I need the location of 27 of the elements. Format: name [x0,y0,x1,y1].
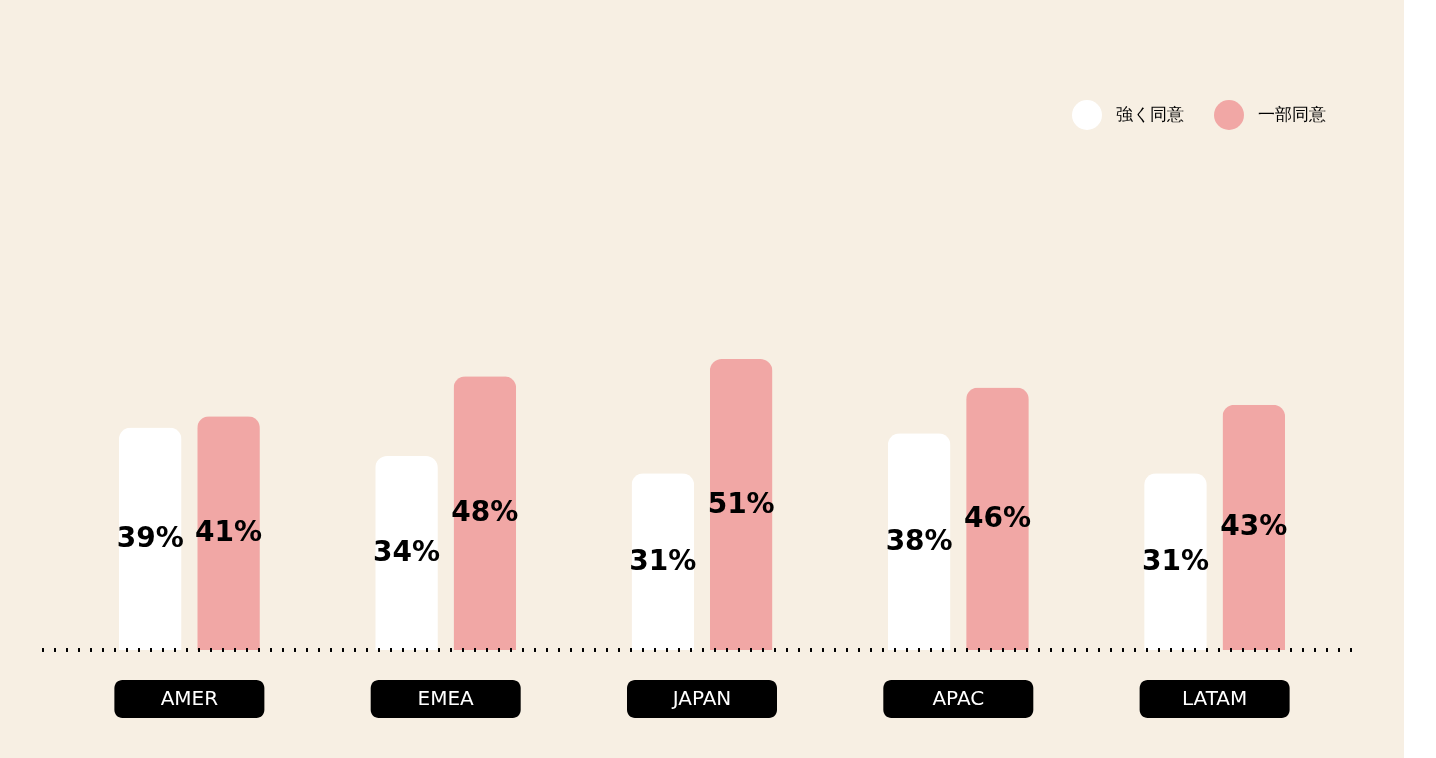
bar [197,416,260,650]
bar [631,473,695,650]
data-label: 31% [1141,543,1209,577]
data-label: 34% [373,535,441,569]
data-label: 39% [116,520,184,554]
data-label: 31% [629,543,697,577]
data-label: 43% [1220,509,1288,543]
x-tick-label: JAPAN [670,686,732,710]
bar [966,387,1029,650]
data-label: 41% [195,515,263,549]
x-tick-label: AMER [160,686,219,710]
bar [709,359,773,650]
bar [1144,473,1207,650]
data-label: 46% [963,500,1031,534]
legend-label: 一部同意 [1258,104,1326,124]
x-tick-label: LATAM [1181,686,1248,710]
data-label: 38% [885,523,953,557]
bar [453,376,517,650]
x-tick-label: EMEA [417,686,475,710]
data-label: 48% [451,495,519,529]
data-label: 51% [707,486,775,520]
bar [375,456,438,650]
bar [118,427,182,650]
bar [1222,404,1286,650]
x-tick-label: APAC [932,686,985,710]
legend-label: 強く同意 [1116,104,1184,124]
bar [887,433,951,650]
